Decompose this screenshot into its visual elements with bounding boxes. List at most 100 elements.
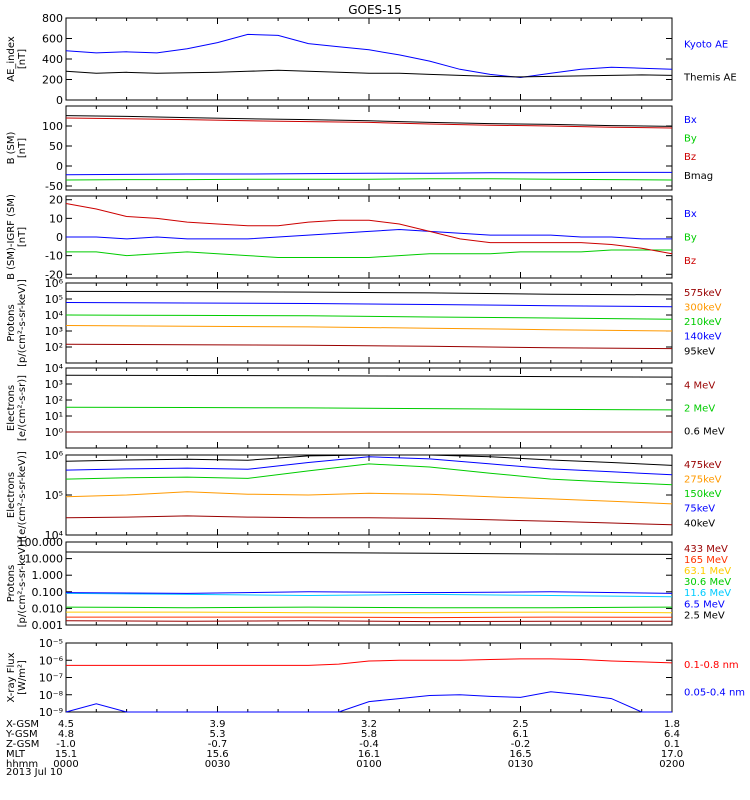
legend-entry: 63.1 MeV [684,566,731,577]
y-tick-label: 0.001 [32,619,64,632]
y-axis-label: [e/(cm²-s-sr)] [17,375,28,441]
series-line-2-5-mev [65,551,673,555]
series-line-30-6-mev [65,606,673,609]
legend-entry: 2.5 MeV [684,610,725,621]
series-line-95kev [65,290,673,296]
x-row-label: hhmm [6,759,38,770]
series-line-0-05-0-4-nm [65,691,672,713]
series-line-by [65,178,673,181]
y-tick-label: -10 [45,250,63,263]
x-tick-label: 0000 [53,759,78,770]
plot-title: GOES-15 [348,3,402,17]
legend-entry: Bmag [684,171,713,182]
legend-entry: 475keV [684,460,722,471]
y-axis-label: B (SM) [6,131,17,164]
series-line-themis-ae [65,69,673,78]
series-line-bx [66,228,672,240]
y-axis-label: [nT] [17,138,28,158]
panel-ae: 0 200 400 600 800 AE_index [nT] Kyoto AE Themis … [6,12,737,107]
y-tick-label: 20 [49,194,63,207]
legend-entry: 75keV [684,504,715,515]
panel-electrons_high: 10⁴ 10⁵ 10⁶ Electrons [e/(cm²-s-sr-keV)] 475k… [6,449,722,542]
y-tick-label: 10⁻⁹ [39,706,63,719]
y-axis-label: Protons [6,304,17,341]
x-row-label: X-GSM [6,719,39,730]
y-axis-label: [p/(cm²-s-sr-keV)] [17,279,28,367]
y-axis-label: [p/(cm²-s-sr-keV)] [17,540,28,628]
x-tick-label: 15.1 [55,749,77,760]
panel-electrons_low: 10⁰ 10¹ 10² 10³ 10⁴ Electrons [e/(cm²-s-sr)] 4 … [6,362,725,449]
y-axis-label: X-ray Flux [6,652,17,702]
x-tick-label: 5.3 [210,729,226,740]
y-tick-label: 10⁶ [45,277,64,290]
y-tick-label: 0.010 [32,602,64,615]
x-tick-label: -0.2 [511,739,531,750]
y-tick-label: 10⁰ [45,426,64,439]
y-tick-label: 400 [42,53,63,66]
x-tick-label: -0.7 [208,739,228,750]
x-tick-label: 17.0 [661,749,683,760]
legend-entry: 210keV [684,317,722,328]
y-axis-label: Protons [6,565,17,602]
date-label: 2013 Jul 10 [6,767,63,778]
series-line-433-mev [65,620,672,623]
legend-entry: 275keV [684,475,722,486]
legend-entry: Bz [684,256,696,267]
x-tick-label: 16.5 [509,749,531,760]
x-tick-label: 0130 [508,759,533,770]
panel-b_sm_igrf: -20 -10 0 10 20 B (SM)-IGRF (SM) [nT] Bx By Bz [6,194,697,282]
y-tick-label: 10.000 [25,553,64,566]
y-axis-label: AE_index [6,36,17,82]
panel-frame [65,282,673,364]
series-line-165-mev [66,616,673,619]
y-tick-label: 200 [42,74,63,87]
series-line-63-1-mev [66,611,673,614]
y-tick-label: 10⁻⁶ [39,654,64,667]
series-line-bx [65,171,672,176]
legend-entry: 4 MeV [684,381,715,392]
y-tick-label: 10¹ [45,410,63,423]
y-axis-label: B (SM)-IGRF (SM) [6,194,17,280]
series-line-275kev [65,491,673,505]
y-tick-label: 50 [49,140,63,153]
legend-entry: 0.6 MeV [684,426,725,437]
series-line-140kev [65,302,673,308]
legend-entry: 300keV [684,303,722,314]
series-line-575kev [65,343,673,350]
legend-entry: Themis AE [683,72,737,83]
x-tick-label: 16.1 [358,749,380,760]
y-tick-label: 100.000 [18,536,64,549]
y-tick-label: 10⁴ [45,362,64,375]
legend-entry: Kyoto AE [684,40,728,51]
y-tick-label: 100 [42,120,63,133]
x-row-label: Y-GSM [5,729,38,740]
x-axis-table: 2013 Jul 10 X-GSM 4.5 3.9 3.2 2.5 1.8 Y-GSM 4.8… [5,719,685,778]
series-line-by [66,249,672,258]
y-tick-label: -20 [45,268,63,281]
legend-entry: 575keV [684,288,722,299]
y-tick-label: 10⁴ [45,309,64,322]
series-line-kyoto-ae [65,33,673,79]
y-tick-label: 0.100 [32,586,64,599]
legend-entry: Bx [684,115,697,126]
x-row-label: Z-GSM [6,739,39,750]
series-line-150kev [65,463,673,486]
y-tick-label: 10⁶ [45,449,64,462]
y-axis-label: [nT] [17,49,28,69]
y-tick-label: 0 [56,231,63,244]
legend-entry: 30.6 MeV [684,577,731,588]
series-line-0-1-0-8-nm [66,658,673,666]
series-line-0-6-mev [65,374,673,378]
y-tick-label: 10³ [45,325,63,338]
y-tick-label: 0 [56,160,63,173]
series-line-bz [65,203,673,255]
x-tick-label: 3.2 [361,719,377,730]
y-axis-label: [nT] [17,227,28,247]
legend-entry: 11.6 MeV [684,588,731,599]
panel-xray: 10⁻⁹ 10⁻⁸ 10⁻⁷ 10⁻⁶ 10⁻⁵ X-ray Flux [W/m²] 0.1-… [6,637,745,719]
x-tick-label: 5.8 [361,729,377,740]
y-tick-label: 10² [45,394,63,407]
legend-entry: 0.05-0.4 nm [684,687,745,698]
series-line-bz [65,117,673,129]
